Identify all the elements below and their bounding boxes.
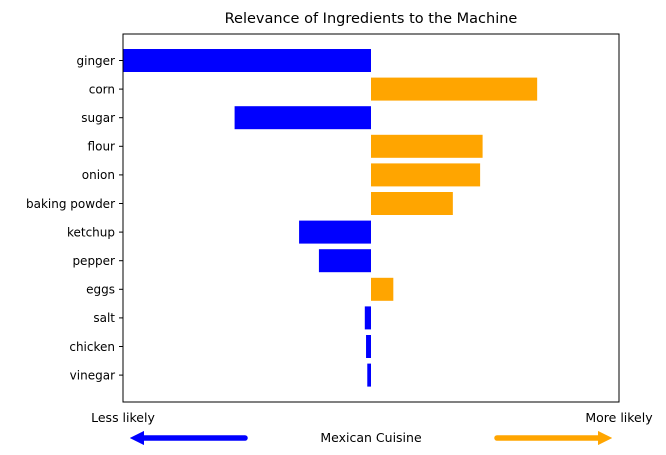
bar-eggs [371, 277, 394, 301]
bar-ginger [123, 49, 371, 72]
bar-vinegar [367, 363, 371, 387]
chart-title: Relevance of Ingredients to the Machine [225, 11, 518, 27]
y-tick-label: flour [88, 140, 116, 154]
y-tick-label: vinegar [70, 368, 115, 382]
more-likely-label: More likely [585, 410, 653, 425]
bars [123, 49, 538, 387]
y-tick-label: salt [93, 311, 115, 325]
y-tick-label: ginger [77, 54, 116, 68]
bar-flour [371, 134, 483, 158]
plot-frame [122, 33, 620, 403]
x-axis-center-label: Mexican Cuisine [320, 430, 422, 445]
y-axis-ticks: ginger corn sugar flour onion baking powder ke… [26, 54, 123, 382]
y-tick-label: onion [82, 168, 115, 182]
y-tick-label: baking powder [26, 197, 115, 211]
bar-corn [371, 77, 538, 101]
bar-baking-powder [371, 192, 453, 215]
bar-sugar [234, 106, 371, 130]
bar-onion [371, 163, 481, 187]
bar-pepper [318, 249, 371, 273]
y-tick-label: pepper [72, 254, 115, 268]
bar-ketchup [299, 220, 371, 244]
y-tick-label: eggs [86, 283, 115, 297]
bar-salt [364, 306, 371, 330]
y-tick-label: corn [89, 82, 115, 96]
y-tick-label: chicken [69, 340, 115, 354]
y-tick-label: ketchup [67, 225, 115, 239]
less-likely-label: Less likely [91, 410, 155, 425]
y-tick-label: sugar [81, 111, 115, 125]
bar-chicken [366, 335, 371, 358]
